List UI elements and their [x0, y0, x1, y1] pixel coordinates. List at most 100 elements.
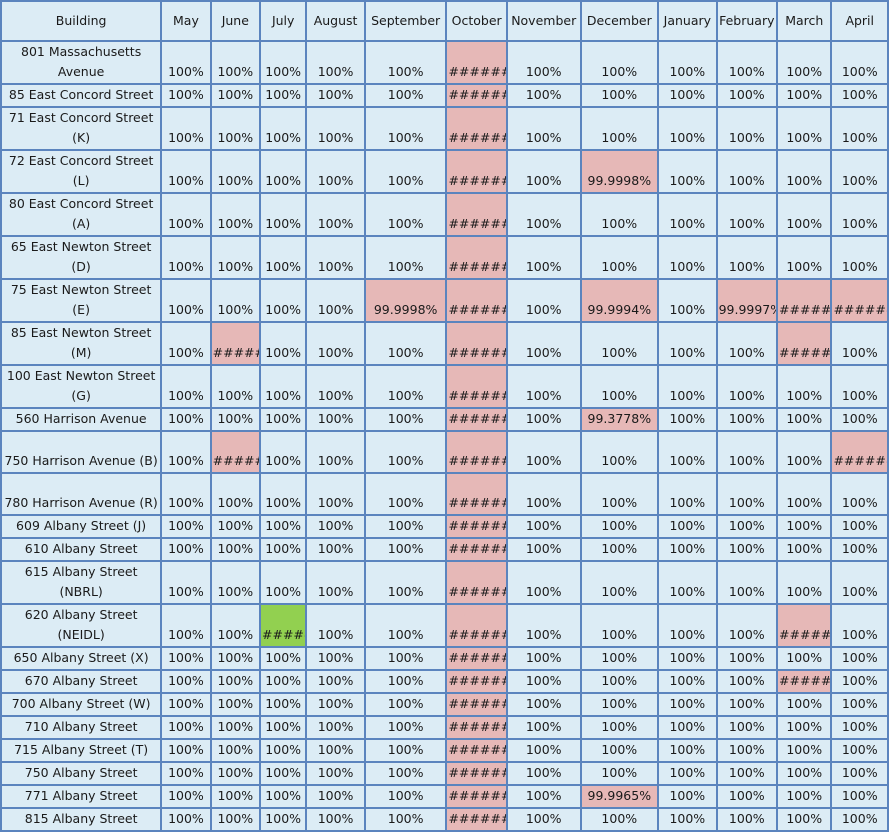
value-cell-june[interactable]: 100%: [209, 692, 262, 717]
value-cell-july[interactable]: 100%: [258, 761, 308, 786]
value-cell-december[interactable]: 100%: [579, 40, 660, 85]
value-cell-march[interactable]: 100%: [776, 430, 833, 474]
value-cell-august[interactable]: 100%: [305, 472, 366, 516]
value-cell-september[interactable]: 100%: [363, 537, 448, 562]
value-cell-december[interactable]: 100%: [579, 692, 660, 717]
value-cell-august[interactable]: 100%: [305, 149, 366, 194]
value-cell-june[interactable]: 100%: [209, 40, 262, 85]
value-cell-november[interactable]: 100%: [505, 321, 582, 366]
value-cell-september[interactable]: 100%: [363, 472, 448, 516]
value-cell-april[interactable]: 100%: [830, 784, 889, 809]
value-cell-december[interactable]: 100%: [579, 761, 660, 786]
value-cell-march[interactable]: 100%: [776, 537, 833, 562]
value-cell-july[interactable]: 100%: [258, 235, 308, 280]
value-cell-november[interactable]: 100%: [505, 715, 582, 740]
value-cell-january[interactable]: 100%: [657, 669, 718, 694]
value-cell-april[interactable]: 100%: [830, 83, 889, 108]
value-cell-november[interactable]: 100%: [505, 364, 582, 409]
value-cell-february[interactable]: 100%: [715, 149, 779, 194]
building-name-cell[interactable]: 85 East Concord Street: [0, 83, 163, 108]
value-cell-august[interactable]: 100%: [305, 603, 366, 648]
value-cell-december[interactable]: 100%: [579, 646, 660, 671]
value-cell-january[interactable]: 100%: [657, 514, 718, 539]
value-cell-june[interactable]: 100%: [209, 761, 262, 786]
value-cell-february[interactable]: 100%: [715, 715, 779, 740]
value-cell-november[interactable]: 100%: [505, 472, 582, 516]
value-cell-july[interactable]: 100%: [258, 715, 308, 740]
value-cell-june[interactable]: 100%: [209, 149, 262, 194]
value-cell-october[interactable]: #######: [445, 149, 508, 194]
value-cell-august[interactable]: 100%: [305, 761, 366, 786]
value-cell-november[interactable]: 100%: [505, 537, 582, 562]
value-cell-july[interactable]: 100%: [258, 537, 308, 562]
value-cell-january[interactable]: 100%: [657, 560, 718, 605]
value-cell-november[interactable]: 100%: [505, 106, 582, 151]
value-cell-december[interactable]: 100%: [579, 83, 660, 108]
value-cell-october[interactable]: #######: [445, 761, 508, 786]
value-cell-july[interactable]: 100%: [258, 321, 308, 366]
value-cell-december[interactable]: 99.9965%: [579, 784, 660, 809]
value-cell-october[interactable]: #######: [445, 807, 508, 832]
value-cell-september[interactable]: 100%: [363, 646, 448, 671]
value-cell-may[interactable]: 100%: [160, 235, 212, 280]
value-cell-december[interactable]: 100%: [579, 364, 660, 409]
value-cell-august[interactable]: 100%: [305, 106, 366, 151]
value-cell-july[interactable]: 100%: [258, 669, 308, 694]
building-name-cell[interactable]: 801 Massachusetts Avenue: [0, 40, 163, 85]
value-cell-august[interactable]: 100%: [305, 321, 366, 366]
value-cell-june[interactable]: 100%: [209, 192, 262, 237]
value-cell-november[interactable]: 100%: [505, 807, 582, 832]
value-cell-february[interactable]: 100%: [715, 537, 779, 562]
column-header-building[interactable]: Building: [0, 0, 163, 42]
value-cell-january[interactable]: 100%: [657, 149, 718, 194]
value-cell-february[interactable]: 100%: [715, 807, 779, 832]
value-cell-october[interactable]: #######: [445, 738, 508, 763]
building-name-cell[interactable]: 610 Albany Street: [0, 537, 163, 562]
value-cell-september[interactable]: 100%: [363, 321, 448, 366]
value-cell-october[interactable]: #######: [445, 669, 508, 694]
value-cell-june[interactable]: 100%: [209, 278, 262, 323]
value-cell-february[interactable]: 100%: [715, 407, 779, 432]
value-cell-april[interactable]: 100%: [830, 738, 889, 763]
value-cell-september[interactable]: 100%: [363, 761, 448, 786]
building-name-cell[interactable]: 71 East Concord Street (K): [0, 106, 163, 151]
value-cell-november[interactable]: 100%: [505, 603, 582, 648]
building-name-cell[interactable]: 65 East Newton Street (D): [0, 235, 163, 280]
value-cell-september[interactable]: 99.9998%: [363, 278, 448, 323]
building-name-cell[interactable]: 750 Albany Street: [0, 761, 163, 786]
value-cell-september[interactable]: 100%: [363, 40, 448, 85]
value-cell-january[interactable]: 100%: [657, 472, 718, 516]
value-cell-september[interactable]: 100%: [363, 364, 448, 409]
value-cell-june[interactable]: ######: [209, 321, 262, 366]
value-cell-september[interactable]: 100%: [363, 514, 448, 539]
value-cell-may[interactable]: 100%: [160, 430, 212, 474]
value-cell-august[interactable]: 100%: [305, 784, 366, 809]
value-cell-april[interactable]: 100%: [830, 560, 889, 605]
value-cell-may[interactable]: 100%: [160, 715, 212, 740]
value-cell-january[interactable]: 100%: [657, 761, 718, 786]
value-cell-november[interactable]: 100%: [505, 669, 582, 694]
column-header-december[interactable]: December: [579, 0, 660, 42]
value-cell-june[interactable]: 100%: [209, 603, 262, 648]
value-cell-april[interactable]: 100%: [830, 646, 889, 671]
building-name-cell[interactable]: 650 Albany Street (X): [0, 646, 163, 671]
value-cell-march[interactable]: 100%: [776, 646, 833, 671]
value-cell-september[interactable]: 100%: [363, 807, 448, 832]
value-cell-december[interactable]: 99.9998%: [579, 149, 660, 194]
value-cell-july[interactable]: #####: [258, 603, 308, 648]
value-cell-august[interactable]: 100%: [305, 738, 366, 763]
value-cell-july[interactable]: 100%: [258, 278, 308, 323]
value-cell-november[interactable]: 100%: [505, 514, 582, 539]
value-cell-september[interactable]: 100%: [363, 235, 448, 280]
building-name-cell[interactable]: 80 East Concord Street (A): [0, 192, 163, 237]
value-cell-august[interactable]: 100%: [305, 430, 366, 474]
value-cell-march[interactable]: 100%: [776, 472, 833, 516]
value-cell-september[interactable]: 100%: [363, 715, 448, 740]
value-cell-november[interactable]: 100%: [505, 761, 582, 786]
value-cell-november[interactable]: 100%: [505, 560, 582, 605]
value-cell-march[interactable]: ######: [776, 669, 833, 694]
value-cell-april[interactable]: 100%: [830, 514, 889, 539]
value-cell-march[interactable]: ######: [776, 321, 833, 366]
value-cell-february[interactable]: 99.9997%: [715, 278, 779, 323]
value-cell-june[interactable]: 100%: [209, 715, 262, 740]
